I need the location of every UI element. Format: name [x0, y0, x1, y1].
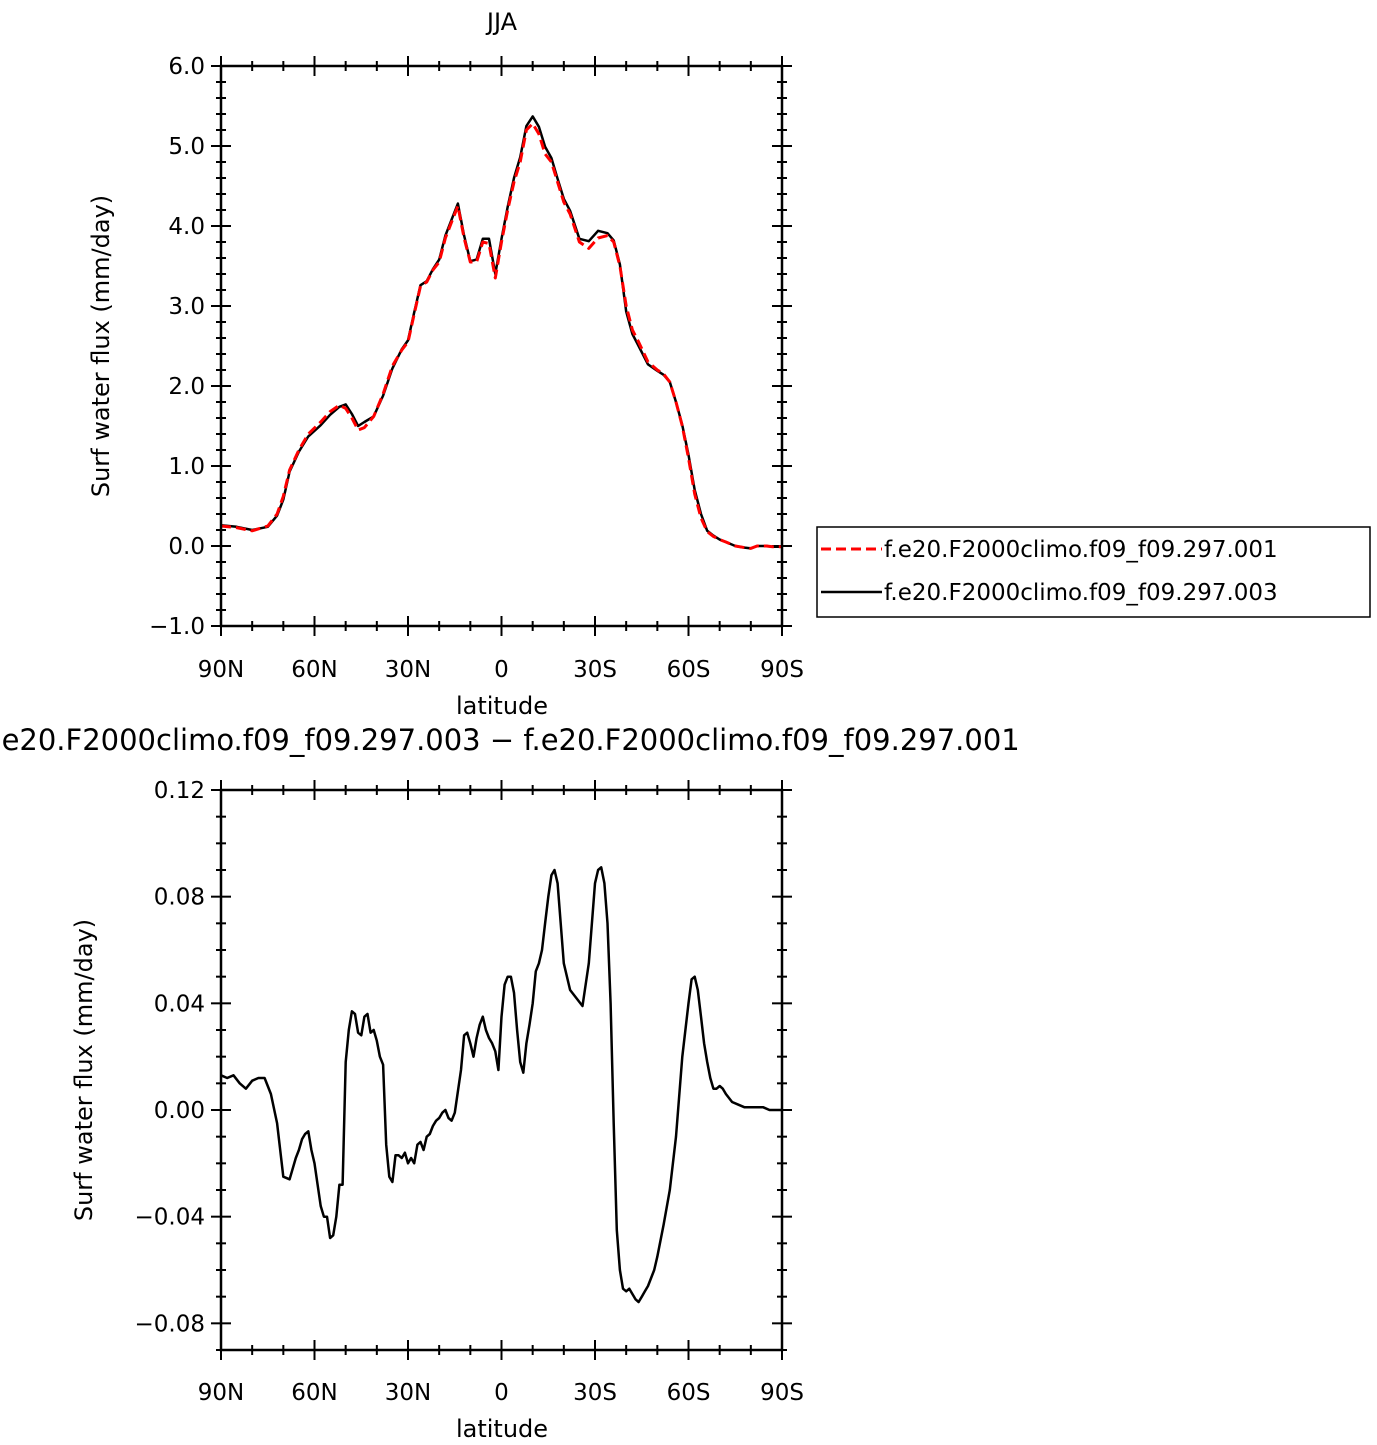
top-y-axis-label: Surf water flux (mm/day) — [87, 195, 115, 497]
x-tick-label: 30S — [573, 1380, 617, 1406]
top-plot-frame — [219, 64, 784, 628]
x-tick-label: 60S — [667, 1380, 711, 1406]
y-tick-label: 0.08 — [154, 885, 205, 911]
x-tick-label: 30N — [385, 657, 431, 683]
top-chart-title: JJA — [485, 8, 518, 36]
legend-box — [816, 526, 1371, 618]
legend: f.e20.F2000climo.f09_f09.297.001 f.e20.F… — [816, 526, 1371, 618]
series-line-001 — [220, 122, 782, 550]
bottom-x-axis-label: latitude — [456, 1415, 548, 1443]
x-tick-label: 0 — [494, 1380, 509, 1406]
bottom-plot-frame — [219, 788, 784, 1352]
bottom-ticks: 90N 60N 30N 0 30S 60S 90S −0.08 −0.04 0.00 0.04 0.0… — [135, 778, 804, 1406]
y-tick-label: 5.0 — [168, 134, 205, 160]
x-tick-label: 60S — [667, 657, 711, 683]
x-tick-label: 90S — [760, 657, 804, 683]
y-tick-label: 6.0 — [168, 54, 205, 80]
top-lines — [220, 115, 782, 550]
y-tick-label: 1.0 — [168, 454, 205, 480]
y-tick-label: 0.00 — [154, 1098, 205, 1124]
bottom-panel: f.e20.F2000climo.f09_f09.297.003 − f.e20… — [0, 723, 1020, 1443]
x-tick-label: 90N — [198, 657, 244, 683]
x-tick-label: 60N — [291, 1380, 337, 1406]
bottom-chart-title: f.e20.F2000climo.f09_f09.297.003 − f.e20… — [0, 723, 1020, 757]
x-tick-label: 0 — [494, 657, 509, 683]
x-tick-label: 30S — [573, 657, 617, 683]
legend-label-001: f.e20.F2000climo.f09_f09.297.001 — [884, 537, 1278, 563]
y-tick-label: 0.0 — [168, 534, 205, 560]
y-tick-label: 4.0 — [168, 214, 205, 240]
y-tick-label: 3.0 — [168, 294, 205, 320]
y-tick-label: 0.12 — [154, 778, 205, 804]
x-tick-label: 90S — [760, 1380, 804, 1406]
series-line-difference — [220, 866, 782, 1304]
series-line-003 — [220, 115, 782, 550]
y-tick-label: −0.08 — [135, 1311, 205, 1337]
bottom-y-axis-label: Surf water flux (mm/day) — [70, 919, 98, 1221]
top-panel: JJA 90N 60N 30N 0 30S 60S 90S −1.0 0.0 1.0 2.0 3.0 4… — [87, 8, 1371, 720]
x-tick-label: 90N — [198, 1380, 244, 1406]
legend-label-003: f.e20.F2000climo.f09_f09.297.003 — [884, 580, 1278, 606]
top-ticks: 90N 60N 30N 0 30S 60S 90S −1.0 0.0 1.0 2.0 3.0 4.0 5.… — [149, 54, 804, 683]
y-tick-label: 0.04 — [154, 991, 205, 1017]
x-tick-label: 30N — [385, 1380, 431, 1406]
y-tick-label: 2.0 — [168, 374, 205, 400]
y-tick-label: −1.0 — [149, 614, 205, 640]
top-x-axis-label: latitude — [456, 692, 548, 720]
bottom-lines — [220, 866, 782, 1304]
y-tick-label: −0.04 — [135, 1205, 205, 1231]
x-tick-label: 60N — [291, 657, 337, 683]
